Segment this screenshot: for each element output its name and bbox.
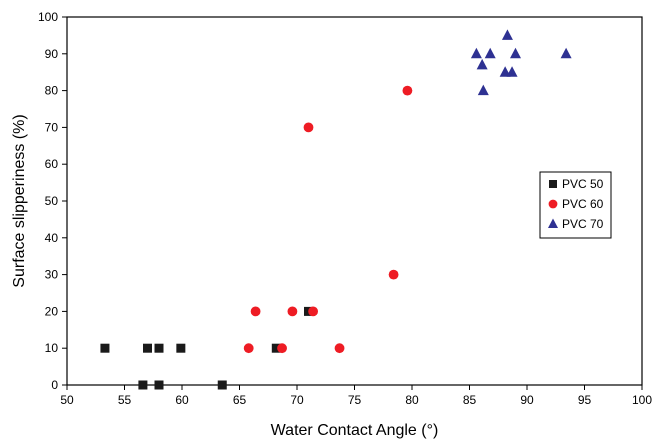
y-tick-label: 90 bbox=[45, 47, 59, 61]
data-point bbox=[388, 269, 399, 280]
data-point bbox=[176, 343, 186, 353]
data-point bbox=[138, 380, 148, 390]
y-tick-label: 70 bbox=[45, 120, 59, 134]
legend: PVC 50 PVC 60 PVC 70 bbox=[539, 171, 612, 239]
data-points bbox=[100, 29, 572, 390]
data-point bbox=[477, 84, 489, 96]
legend-marker bbox=[548, 199, 558, 209]
data-point bbox=[287, 306, 298, 317]
data-point bbox=[470, 47, 482, 59]
legend-label: PVC 50 bbox=[562, 177, 604, 191]
x-tick-label: 95 bbox=[578, 393, 592, 407]
legend-label: PVC 60 bbox=[562, 197, 604, 211]
data-point bbox=[334, 343, 345, 354]
data-point bbox=[303, 122, 314, 133]
x-tick-label: 100 bbox=[632, 393, 652, 407]
x-tick-label: 85 bbox=[463, 393, 477, 407]
data-point bbox=[506, 66, 518, 77]
x-tick-label: 80 bbox=[405, 393, 419, 407]
x-tick-label: 60 bbox=[175, 393, 189, 407]
y-tick-label: 10 bbox=[45, 341, 59, 355]
x-axis-title: Water Contact Angle (°) bbox=[271, 422, 439, 439]
x-tick-label: 75 bbox=[348, 393, 362, 407]
y-tick-label: 0 bbox=[51, 378, 58, 392]
data-point bbox=[560, 47, 572, 59]
x-tick-label: 65 bbox=[233, 393, 247, 407]
series-pvc-60 bbox=[243, 85, 413, 354]
legend-marker bbox=[548, 218, 558, 228]
data-point bbox=[271, 343, 281, 353]
x-tick-label: 70 bbox=[290, 393, 304, 407]
y-axis: 0 10 20 30 40 50 60 70 80 90 100 bbox=[38, 10, 67, 392]
data-point bbox=[154, 343, 164, 353]
y-tick-label: 80 bbox=[45, 84, 59, 98]
x-axis: 50 55 60 65 70 75 80 85 90 95 100 bbox=[60, 385, 652, 407]
data-point bbox=[308, 306, 318, 317]
legend-label: PVC 70 bbox=[562, 217, 604, 231]
y-tick-label: 50 bbox=[45, 194, 59, 208]
data-point bbox=[243, 343, 254, 354]
data-point bbox=[402, 85, 413, 96]
data-point bbox=[143, 343, 152, 353]
data-point bbox=[250, 306, 261, 317]
data-point bbox=[476, 58, 488, 70]
data-point bbox=[484, 47, 496, 59]
data-point bbox=[154, 380, 164, 390]
y-tick-label: 20 bbox=[45, 304, 59, 318]
data-point bbox=[510, 47, 521, 59]
y-tick-label: 100 bbox=[38, 10, 58, 24]
x-tick-label: 90 bbox=[520, 393, 534, 407]
x-tick-label: 50 bbox=[60, 393, 74, 407]
data-point bbox=[277, 343, 287, 354]
data-point bbox=[499, 66, 511, 77]
y-axis-title: Surface slipperiness (%) bbox=[11, 114, 28, 287]
data-point bbox=[217, 380, 227, 390]
data-point bbox=[100, 343, 110, 353]
y-tick-label: 30 bbox=[45, 268, 59, 282]
y-tick-label: 40 bbox=[45, 231, 59, 245]
x-tick-label: 55 bbox=[118, 393, 132, 407]
y-tick-label: 60 bbox=[45, 157, 59, 171]
legend-marker bbox=[549, 180, 557, 188]
series-pvc-70 bbox=[470, 29, 572, 96]
data-point bbox=[501, 29, 513, 40]
